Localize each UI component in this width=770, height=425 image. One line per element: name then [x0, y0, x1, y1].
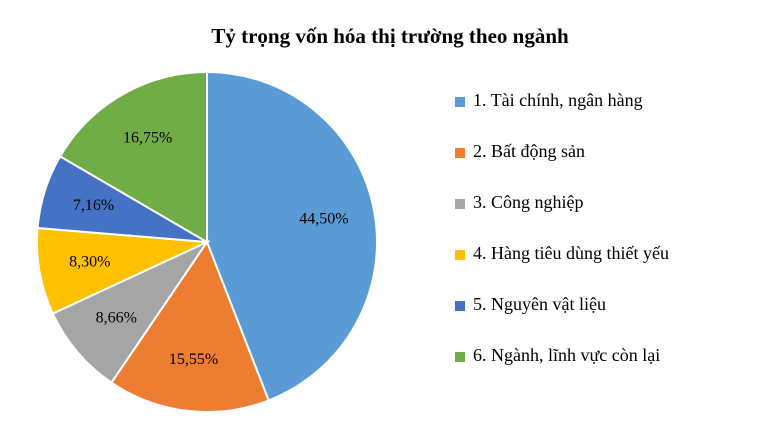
pie-slice — [206, 70, 378, 402]
data-label: 8,66% — [96, 310, 137, 327]
data-label: 7,16% — [73, 197, 114, 214]
legend-marker — [455, 199, 465, 209]
pie-slice — [58, 70, 208, 244]
legend-label: 6. Ngành, lĩnh vực còn lại — [473, 345, 660, 365]
chart-title: Tỷ trọng vốn hóa thị trường theo ngành — [211, 24, 569, 48]
legend-label: 5. Nguyên vật liệu — [473, 294, 606, 314]
data-label: 16,75% — [123, 129, 172, 146]
legend-marker — [455, 250, 465, 260]
legend-label: 4. Hàng tiêu dùng thiết yếu — [473, 243, 669, 263]
data-label: 8,30% — [69, 254, 110, 271]
legend-label: 1. Tài chính, ngân hàng — [473, 90, 643, 110]
data-label: 15,55% — [169, 351, 218, 368]
legend-marker — [455, 301, 465, 311]
pie-slice — [51, 239, 210, 384]
legend-marker — [455, 352, 465, 362]
data-label: 44,50% — [299, 211, 348, 228]
legend-marker — [455, 97, 465, 107]
pie-slice — [36, 226, 211, 315]
legend-label: 2. Bất động sản — [473, 141, 585, 161]
pie-slice — [110, 239, 270, 413]
legend-label: 3. Công nghiệp — [473, 192, 584, 212]
legend-marker — [455, 148, 465, 158]
